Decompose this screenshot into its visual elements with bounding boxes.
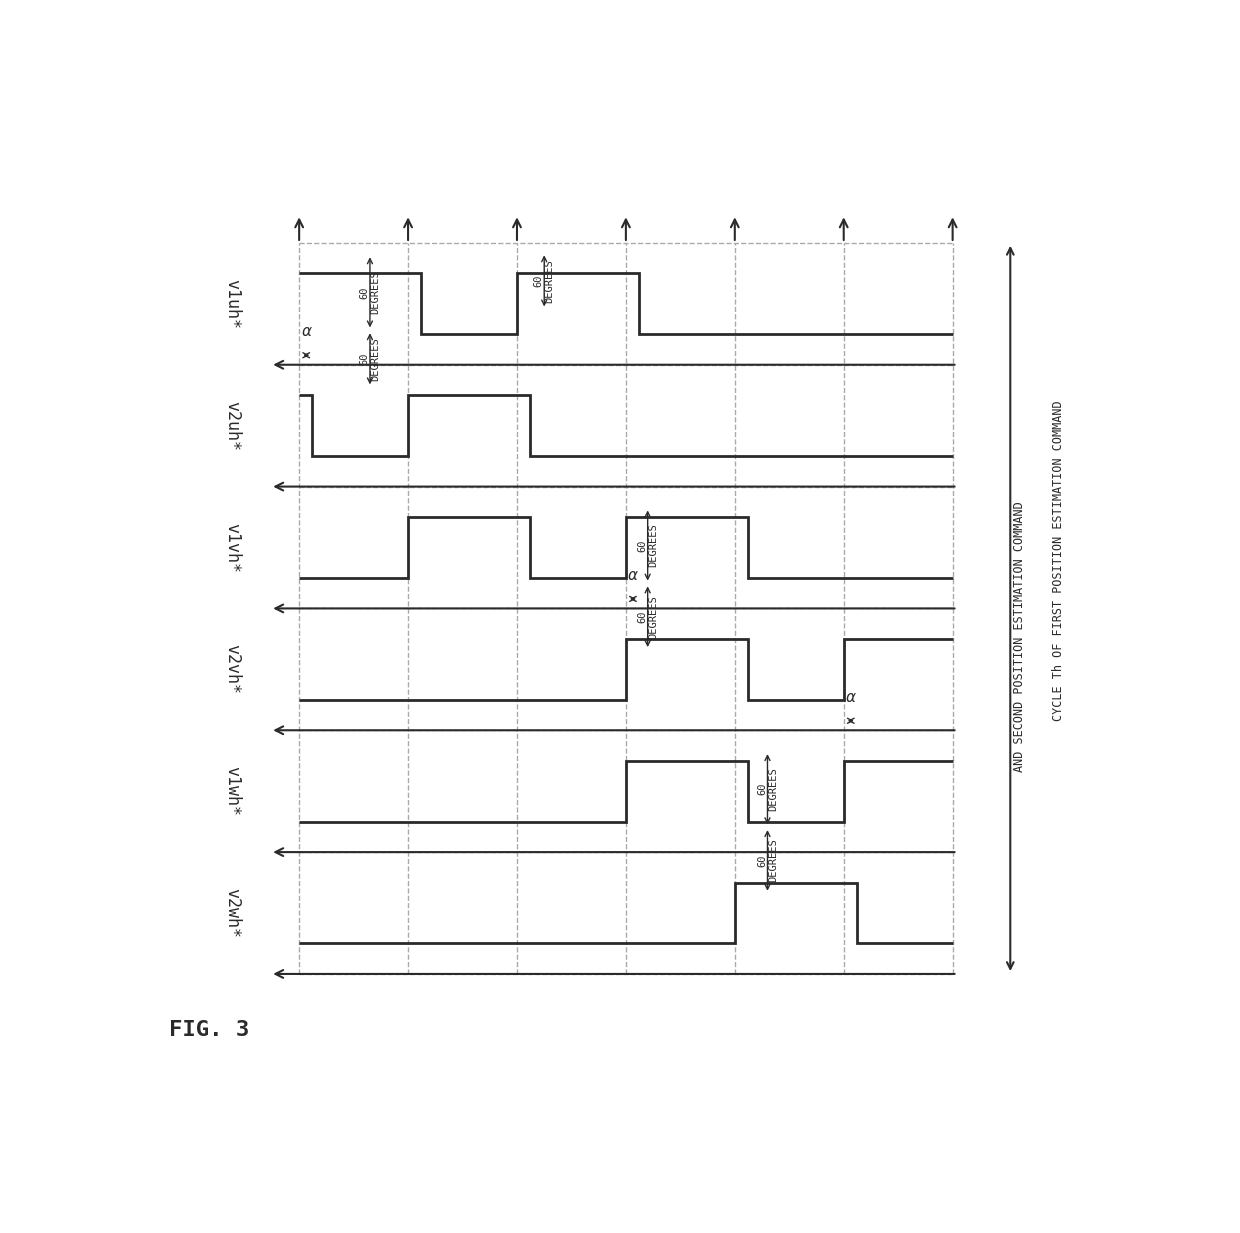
Text: v1vh*: v1vh* bbox=[223, 523, 241, 572]
Text: 60
DEGREES: 60 DEGREES bbox=[637, 524, 658, 567]
Text: 60
DEGREES: 60 DEGREES bbox=[360, 270, 381, 314]
Text: v1wh*: v1wh* bbox=[223, 766, 241, 816]
Text: 60
DEGREES: 60 DEGREES bbox=[533, 259, 554, 303]
Text: 60
DEGREES: 60 DEGREES bbox=[758, 838, 777, 883]
Text: α: α bbox=[627, 567, 637, 583]
Text: v1uh*: v1uh* bbox=[223, 279, 241, 329]
Text: 60
DEGREES: 60 DEGREES bbox=[758, 767, 777, 811]
Text: AND SECOND POSITION ESTIMATION COMMAND: AND SECOND POSITION ESTIMATION COMMAND bbox=[1013, 502, 1027, 772]
Text: v2uh*: v2uh* bbox=[223, 401, 241, 451]
Text: v2vh*: v2vh* bbox=[223, 645, 241, 694]
Text: FIG. 3: FIG. 3 bbox=[170, 1021, 249, 1041]
Text: CYCLE Th OF FIRST POSITION ESTIMATION COMMAND: CYCLE Th OF FIRST POSITION ESTIMATION CO… bbox=[1052, 401, 1065, 721]
Text: v2wh*: v2wh* bbox=[223, 888, 241, 938]
Text: 60
DEGREES: 60 DEGREES bbox=[360, 337, 381, 381]
Text: α: α bbox=[846, 689, 856, 704]
Text: 60
DEGREES: 60 DEGREES bbox=[637, 594, 658, 639]
Text: α: α bbox=[301, 324, 311, 339]
